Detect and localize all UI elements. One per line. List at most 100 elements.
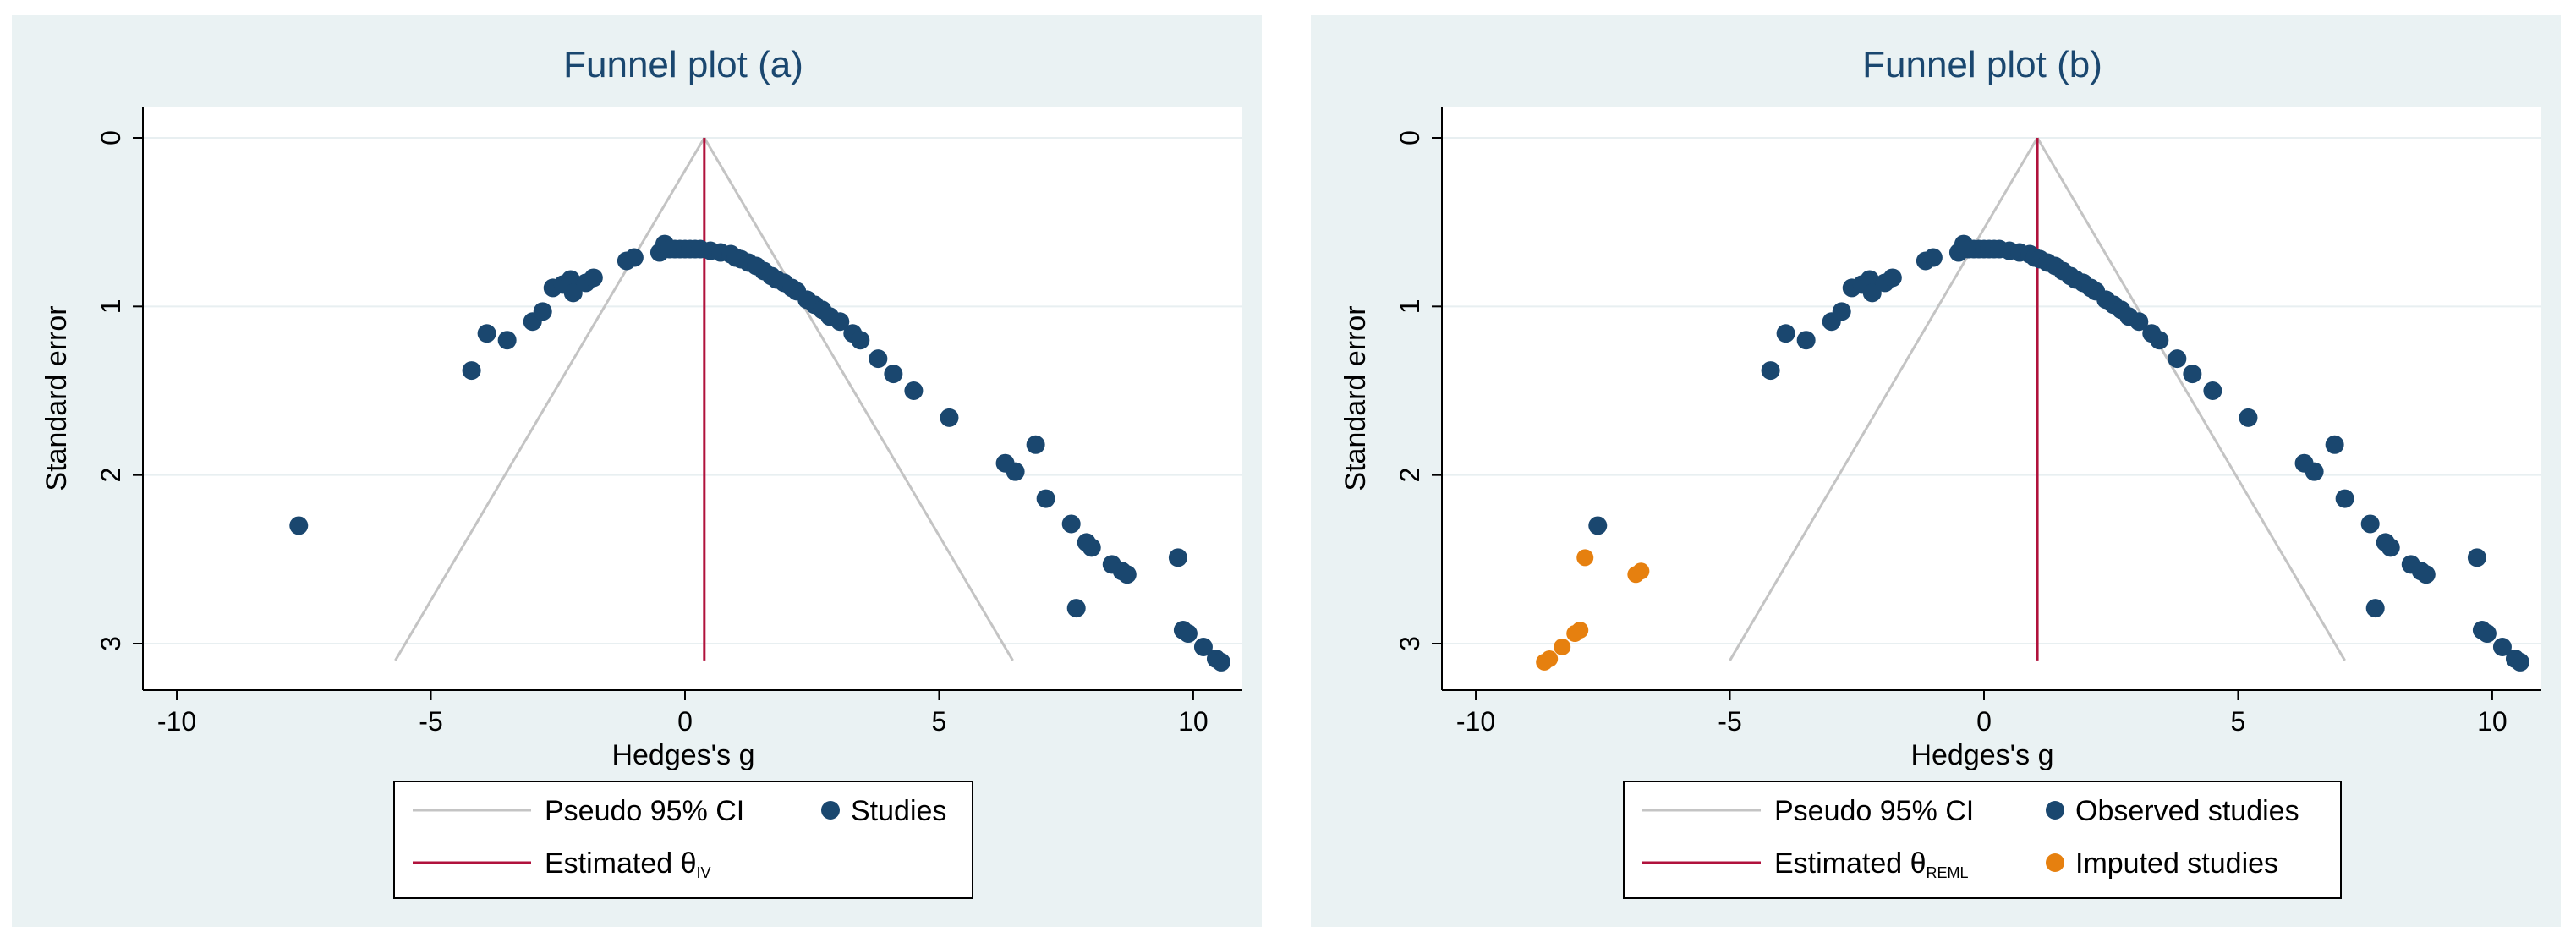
x-tick-label: 0 [677,706,693,737]
gridlines [143,137,1242,644]
observed-study-point [2203,381,2222,400]
observed-study-point [1082,538,1101,557]
legend-estimate-text: Estimated θ [545,847,697,880]
observed-study-point [2305,462,2324,481]
observed-study-point [884,365,903,384]
legend-observed-marker [2046,801,2064,820]
observed-study-point [1588,516,1608,535]
x-tick-label: -5 [1718,706,1741,737]
imputed-study-point [1571,622,1589,639]
observed-study-point [851,331,870,350]
observed-study-point [2129,312,2149,332]
legend-imputed-label: Imputed studies [2075,847,2278,880]
gridlines [1442,137,2541,644]
x-tick-label: 5 [2231,706,2246,737]
observed-study-point [2183,365,2202,384]
observed-study-point [2381,538,2400,557]
legend-ci-label: Pseudo 95% CI [1774,795,1974,827]
imputed-study-point [1576,549,1594,567]
observed-study-point [2150,331,2169,350]
observed-study-point [2492,637,2512,656]
x-tick-label: 10 [2477,706,2507,737]
observed-study-point [1006,462,1025,481]
observed-study-point [904,381,924,400]
legend-box [393,781,973,899]
legend: Pseudo 95% CI Observed studies Estimated… [1623,781,2342,899]
funnel-plot-a-panel: Funnel plot (a) 0 1 2 3 -10 -5 0 5 10 He… [12,15,1262,927]
legend-estimate-subscript: REML [1927,864,1969,881]
observed-study-point [289,516,309,535]
x-tick-labels: -10 -5 0 5 10 [157,706,1209,737]
imputed-study-point [1632,562,1650,580]
observed-study-point [2335,489,2354,508]
observed-study-point [1832,302,1851,321]
observed-study-point [462,361,481,381]
observed-study-point [940,408,959,427]
observed-study-point [624,248,644,267]
y-tick-labels: 0 1 2 3 [96,130,126,651]
plot-area [1442,107,2541,690]
x-tick-label: -10 [157,706,196,737]
legend-studies-marker [821,801,840,820]
legend-observed-label: Observed studies [2075,795,2299,827]
observed-study-point [1883,268,1902,288]
observed-study-point [1026,435,1045,454]
legend-estimate-subscript: IV [697,864,711,881]
study-points [289,234,1230,672]
ci-left-line [1729,137,2039,661]
funnel-plot-b-chart: Funnel plot (b) 0 1 2 3 -10 -5 0 5 10 He… [1340,44,2541,899]
observed-study-point [2477,624,2497,644]
observed-study-point [584,268,603,288]
funnel-plot-b-panel: Funnel plot (b) 0 1 2 3 -10 -5 0 5 10 He… [1311,15,2561,927]
observed-study-point [2467,548,2486,567]
observed-study-point [1061,514,1081,534]
observed-study-point [1211,652,1230,672]
x-tick-label: 5 [932,706,947,737]
y-tick-label: 1 [1395,299,1425,314]
observed-study-point [2168,349,2187,369]
y-tick-label: 0 [96,130,126,145]
x-tick-label: 10 [1178,706,1209,737]
observed-study-point [497,331,517,350]
observed-study-point [1862,283,1882,303]
observed-study-point [2239,408,2258,427]
observed-study-point [1923,248,1943,267]
legend-studies-label: Studies [851,795,946,827]
observed-study-point [1776,324,1795,343]
observed-study-point [1796,331,1816,350]
y-tick-label: 3 [96,636,126,651]
x-tick-label: -10 [1456,706,1495,737]
observed-study-point [2325,435,2344,454]
observed-study-point [1066,599,1086,618]
pseudo-ci-lines [1729,137,2346,661]
observed-study-point [1117,565,1137,584]
x-axis-label: Hedges's g [611,739,754,771]
imputed-study-point [1541,650,1559,667]
study-points [1536,234,2529,672]
y-tick-label: 3 [1395,636,1425,651]
pseudo-ci-lines [394,137,1014,661]
x-axis-label: Hedges's g [1910,739,2053,771]
axes [133,107,1242,700]
plot-area [143,107,1242,690]
observed-study-point [830,312,850,332]
chart-title: Funnel plot (a) [563,44,803,85]
y-axis-label: Standard error [41,305,73,491]
legend-estimate-label: Estimated θREML [1774,847,1969,881]
observed-study-point [1168,548,1187,567]
observed-study-point [563,283,583,303]
observed-study-point [869,349,888,369]
legend: Pseudo 95% CI Studies Estimated θIV [393,781,973,899]
y-axis-label: Standard error [1340,305,1372,491]
ci-right-line [2036,137,2346,661]
legend-estimate-text: Estimated θ [1774,847,1927,880]
x-tick-label: -5 [419,706,442,737]
legend-imputed-marker [2046,853,2064,872]
x-tick-labels: -10 -5 0 5 10 [1456,706,2507,737]
x-tick-label: 0 [1976,706,1992,737]
observed-study-point [477,324,496,343]
ci-left-line [394,137,706,661]
observed-study-point [2510,652,2529,672]
legend-ci-label: Pseudo 95% CI [545,795,744,827]
observed-study-point [2416,565,2436,584]
